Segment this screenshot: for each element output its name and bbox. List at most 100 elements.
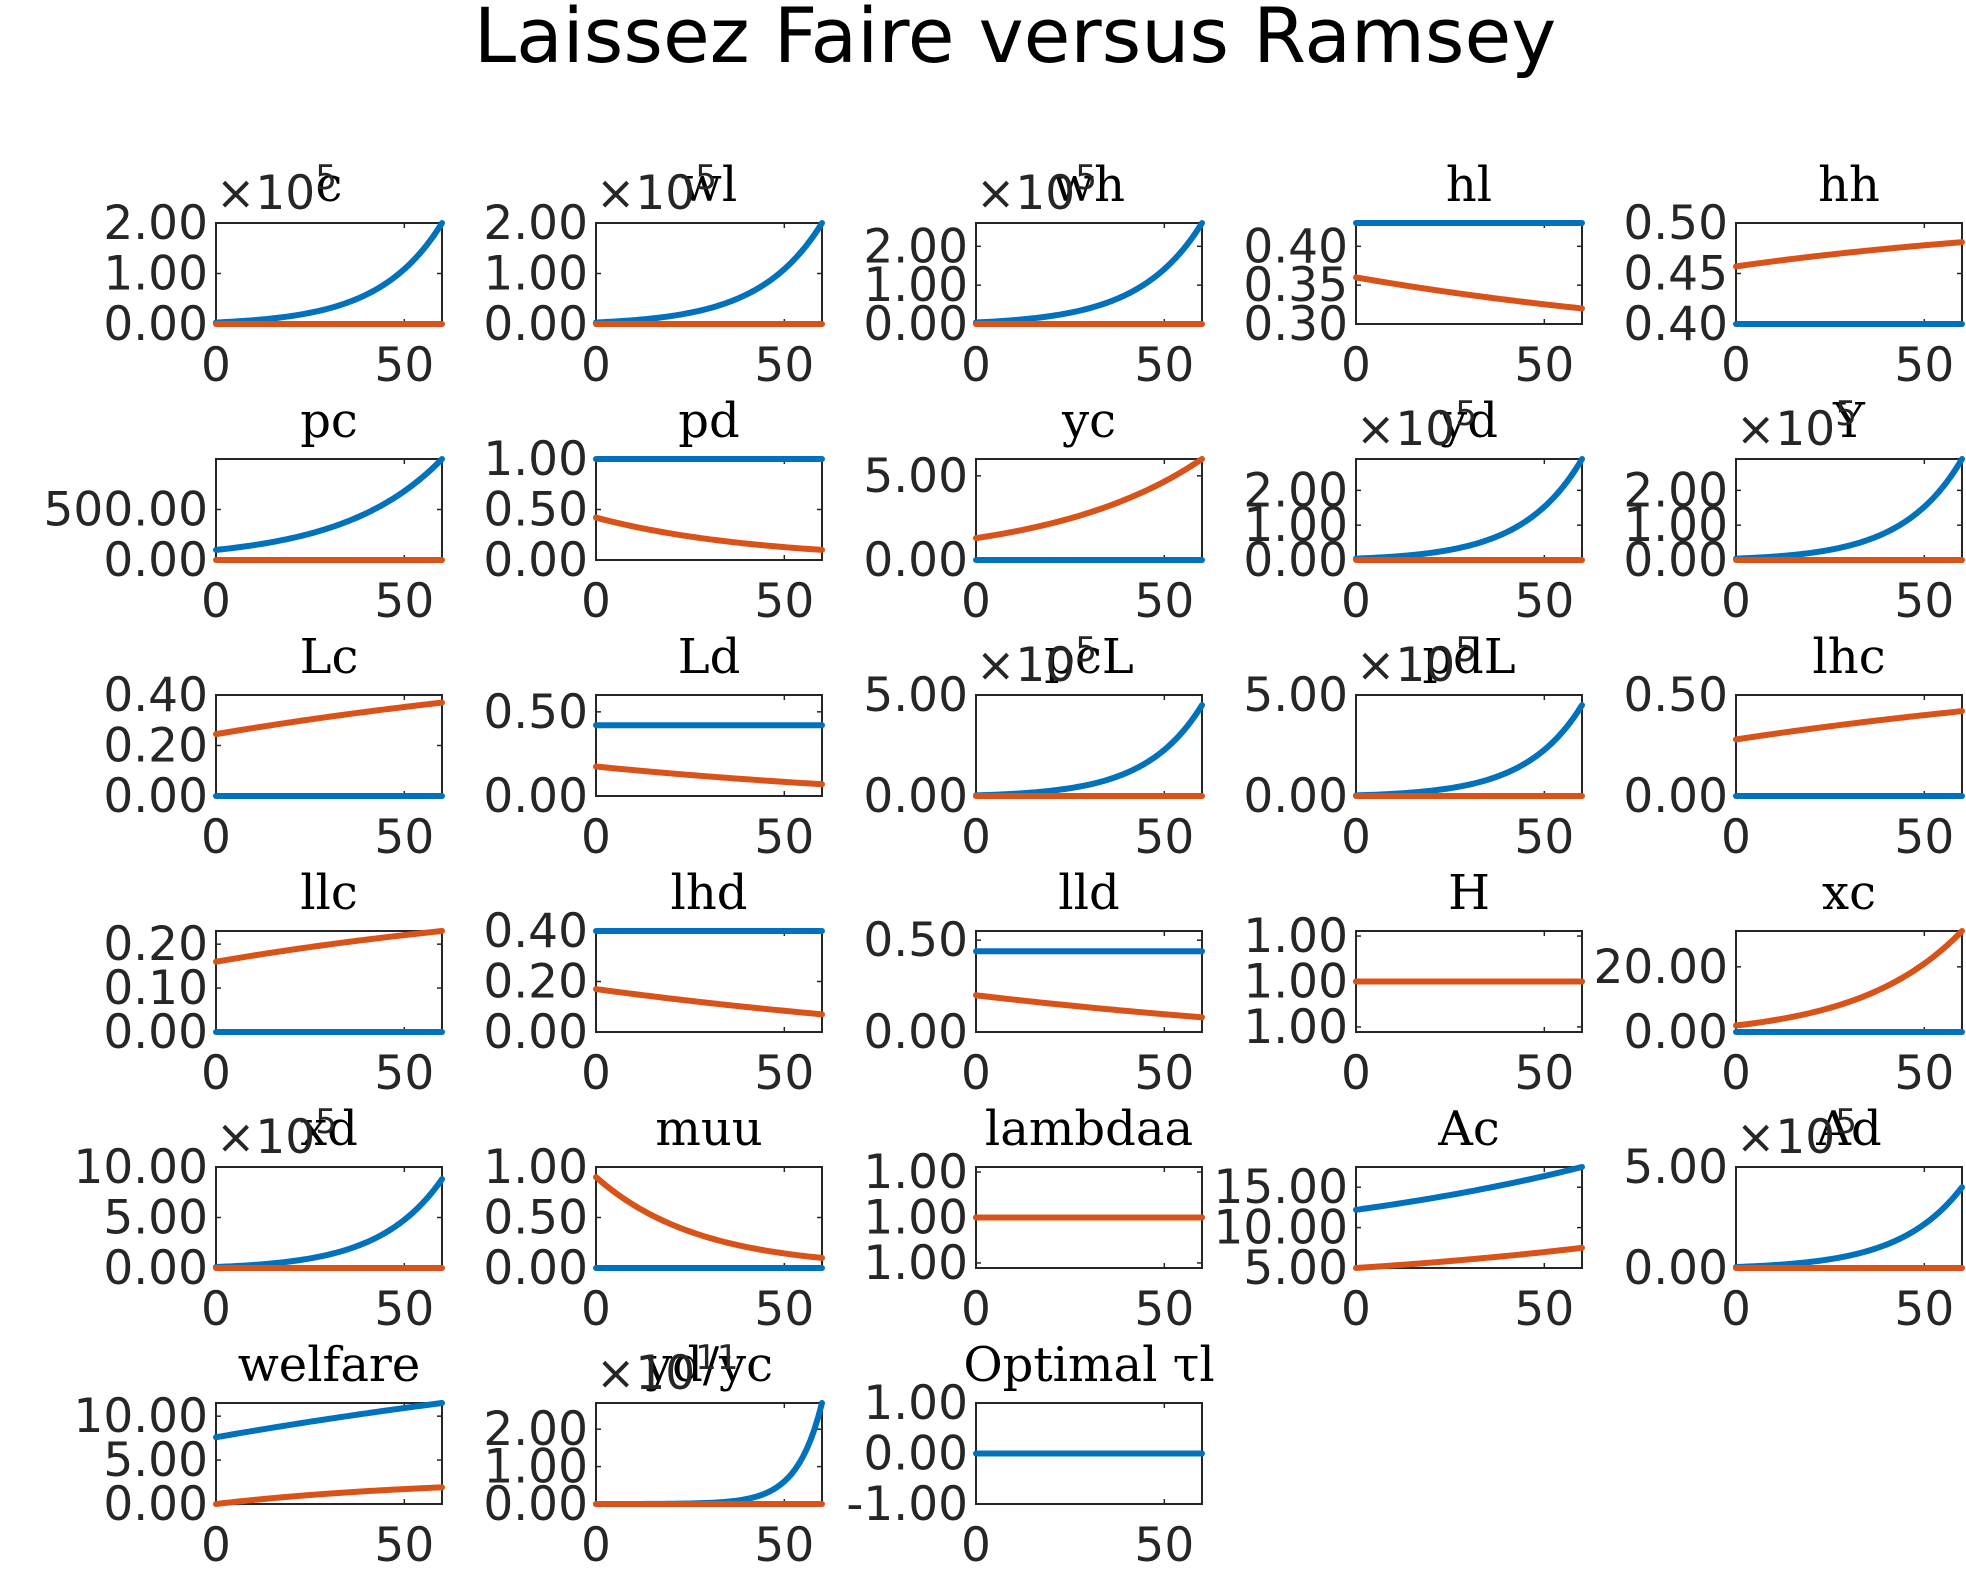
- y-tick-label: 1.00: [863, 1376, 968, 1431]
- series-line-2: [1733, 708, 1965, 743]
- x-tick-label: 0: [961, 1518, 991, 1573]
- figure-title: Laissez Faire versus Ramsey: [474, 0, 1557, 80]
- x-tick-label: 0: [1341, 1046, 1371, 1101]
- subplot-title: pd: [678, 393, 739, 449]
- y-tick-label: 0.00: [1623, 1241, 1728, 1296]
- series-line-2: [973, 456, 1205, 542]
- series-line-1: [593, 220, 825, 326]
- x-tick-label: 50: [1134, 1046, 1194, 1101]
- subplot-title: xd: [300, 1101, 358, 1157]
- y-tick-label: 0.00: [863, 297, 968, 352]
- subplot-title: pc: [300, 393, 358, 449]
- x-tick-label: 0: [961, 1046, 991, 1101]
- subplot-title: lhd: [671, 865, 748, 921]
- axes-box: [1735, 222, 1963, 325]
- axes-box: [595, 930, 823, 1033]
- y-tick-label: 5.00: [1243, 1241, 1348, 1296]
- y-tick-label: 20.00: [1593, 940, 1728, 995]
- subplot-title: Ad: [1815, 1101, 1881, 1157]
- subplot-hh: hh 0.400.450.50 0 50: [1623, 157, 1965, 393]
- subplot-title: llc: [300, 865, 358, 921]
- y-tick-label: 1.00: [863, 258, 968, 313]
- x-tick-label: 50: [1514, 1046, 1574, 1101]
- x-tick-label: 50: [1894, 1282, 1954, 1337]
- subplot-lhd: lhd 0.000.200.40 0 50: [483, 865, 825, 1101]
- axis-exponent-label: ×105: [1736, 394, 1857, 457]
- y-tick-label: 0.00: [103, 533, 208, 588]
- x-tick-label: 0: [1341, 574, 1371, 629]
- y-tick-label: 1.00: [483, 247, 588, 302]
- subplot-hl: hl 0.300.350.40 0 50: [1243, 157, 1585, 393]
- series-line-2: [213, 928, 445, 965]
- x-tick-label: 50: [374, 574, 434, 629]
- y-tick-label: 0.00: [863, 1005, 968, 1060]
- subplot-title: lambdaa: [985, 1101, 1193, 1157]
- x-tick-label: 50: [1134, 574, 1194, 629]
- subplot-pd: pd 0.000.501.00 0 50: [483, 393, 825, 629]
- series-line-2: [1733, 239, 1965, 270]
- x-tick-label: 0: [1341, 810, 1371, 865]
- x-tick-label: 50: [1894, 810, 1954, 865]
- x-tick-label: 50: [1514, 1282, 1574, 1337]
- y-tick-label: 0.40: [103, 668, 208, 723]
- axes-box: [1735, 930, 1963, 1033]
- y-tick-label: 10.00: [73, 1389, 208, 1444]
- y-tick-label: 0.00: [103, 297, 208, 352]
- subplot-title: yd: [1439, 393, 1498, 449]
- series-line-1: [1353, 1164, 1585, 1213]
- y-tick-label: 0.50: [863, 913, 968, 968]
- y-tick-label: 0.20: [103, 719, 208, 774]
- axes-box: [215, 694, 443, 797]
- series-line-1: [973, 220, 1205, 326]
- y-tick-label: 1.00: [103, 247, 208, 302]
- y-tick-label: 0.50: [1623, 196, 1728, 251]
- y-tick-label: 0.00: [483, 1241, 588, 1296]
- x-tick-label: 50: [1134, 810, 1194, 865]
- series-line-2: [213, 1484, 445, 1507]
- y-tick-label: 0.20: [483, 955, 588, 1010]
- y-tick-label: 1.00: [863, 1236, 968, 1291]
- x-tick-label: 0: [1721, 1046, 1751, 1101]
- x-tick-label: 0: [1341, 338, 1371, 393]
- x-tick-label: 50: [754, 1046, 814, 1101]
- y-tick-label: 2.00: [1623, 463, 1728, 518]
- y-tick-label: 0.40: [1243, 219, 1348, 274]
- x-tick-label: 50: [754, 1282, 814, 1337]
- series-line-1: [213, 220, 445, 326]
- series-line-2: [1353, 1244, 1585, 1271]
- subplot-title: lld: [1058, 865, 1119, 921]
- y-tick-label: 10.00: [1213, 1201, 1348, 1256]
- subplot-title: c: [316, 157, 343, 213]
- subplot-title: Ld: [678, 629, 741, 685]
- x-tick-label: 0: [961, 338, 991, 393]
- x-tick-label: 0: [581, 1282, 611, 1337]
- axes-box: [595, 1402, 823, 1505]
- x-tick-label: 0: [581, 338, 611, 393]
- subplot-title: Ac: [1437, 1101, 1500, 1157]
- subplot-title: wh: [1053, 157, 1125, 213]
- series-line-2: [593, 986, 825, 1018]
- y-tick-label: 0.00: [863, 533, 968, 588]
- y-tick-label: 5.00: [103, 1191, 208, 1246]
- x-tick-label: 50: [1514, 810, 1574, 865]
- series-line-2: [593, 763, 825, 788]
- subplot-title: yd/yc: [644, 1337, 773, 1393]
- series-line-2: [593, 1174, 825, 1261]
- y-tick-label: 0.10: [103, 961, 208, 1016]
- subplot-muu: muu 0.000.501.00 0 50: [483, 1101, 825, 1337]
- subplot-optimal-l: Optimal τl -1.000.001.00 0 50: [846, 1337, 1214, 1573]
- y-tick-label: 2.00: [103, 196, 208, 251]
- y-tick-label: 0.35: [1243, 258, 1348, 313]
- subplot-title: muu: [655, 1101, 762, 1157]
- x-tick-label: 50: [1514, 338, 1574, 393]
- series-line-2: [593, 514, 825, 553]
- subplot-title: welfare: [238, 1337, 421, 1393]
- series-line-1: [1353, 456, 1585, 562]
- x-tick-label: 0: [1721, 810, 1751, 865]
- x-tick-label: 50: [1514, 574, 1574, 629]
- y-tick-label: 0.00: [483, 533, 588, 588]
